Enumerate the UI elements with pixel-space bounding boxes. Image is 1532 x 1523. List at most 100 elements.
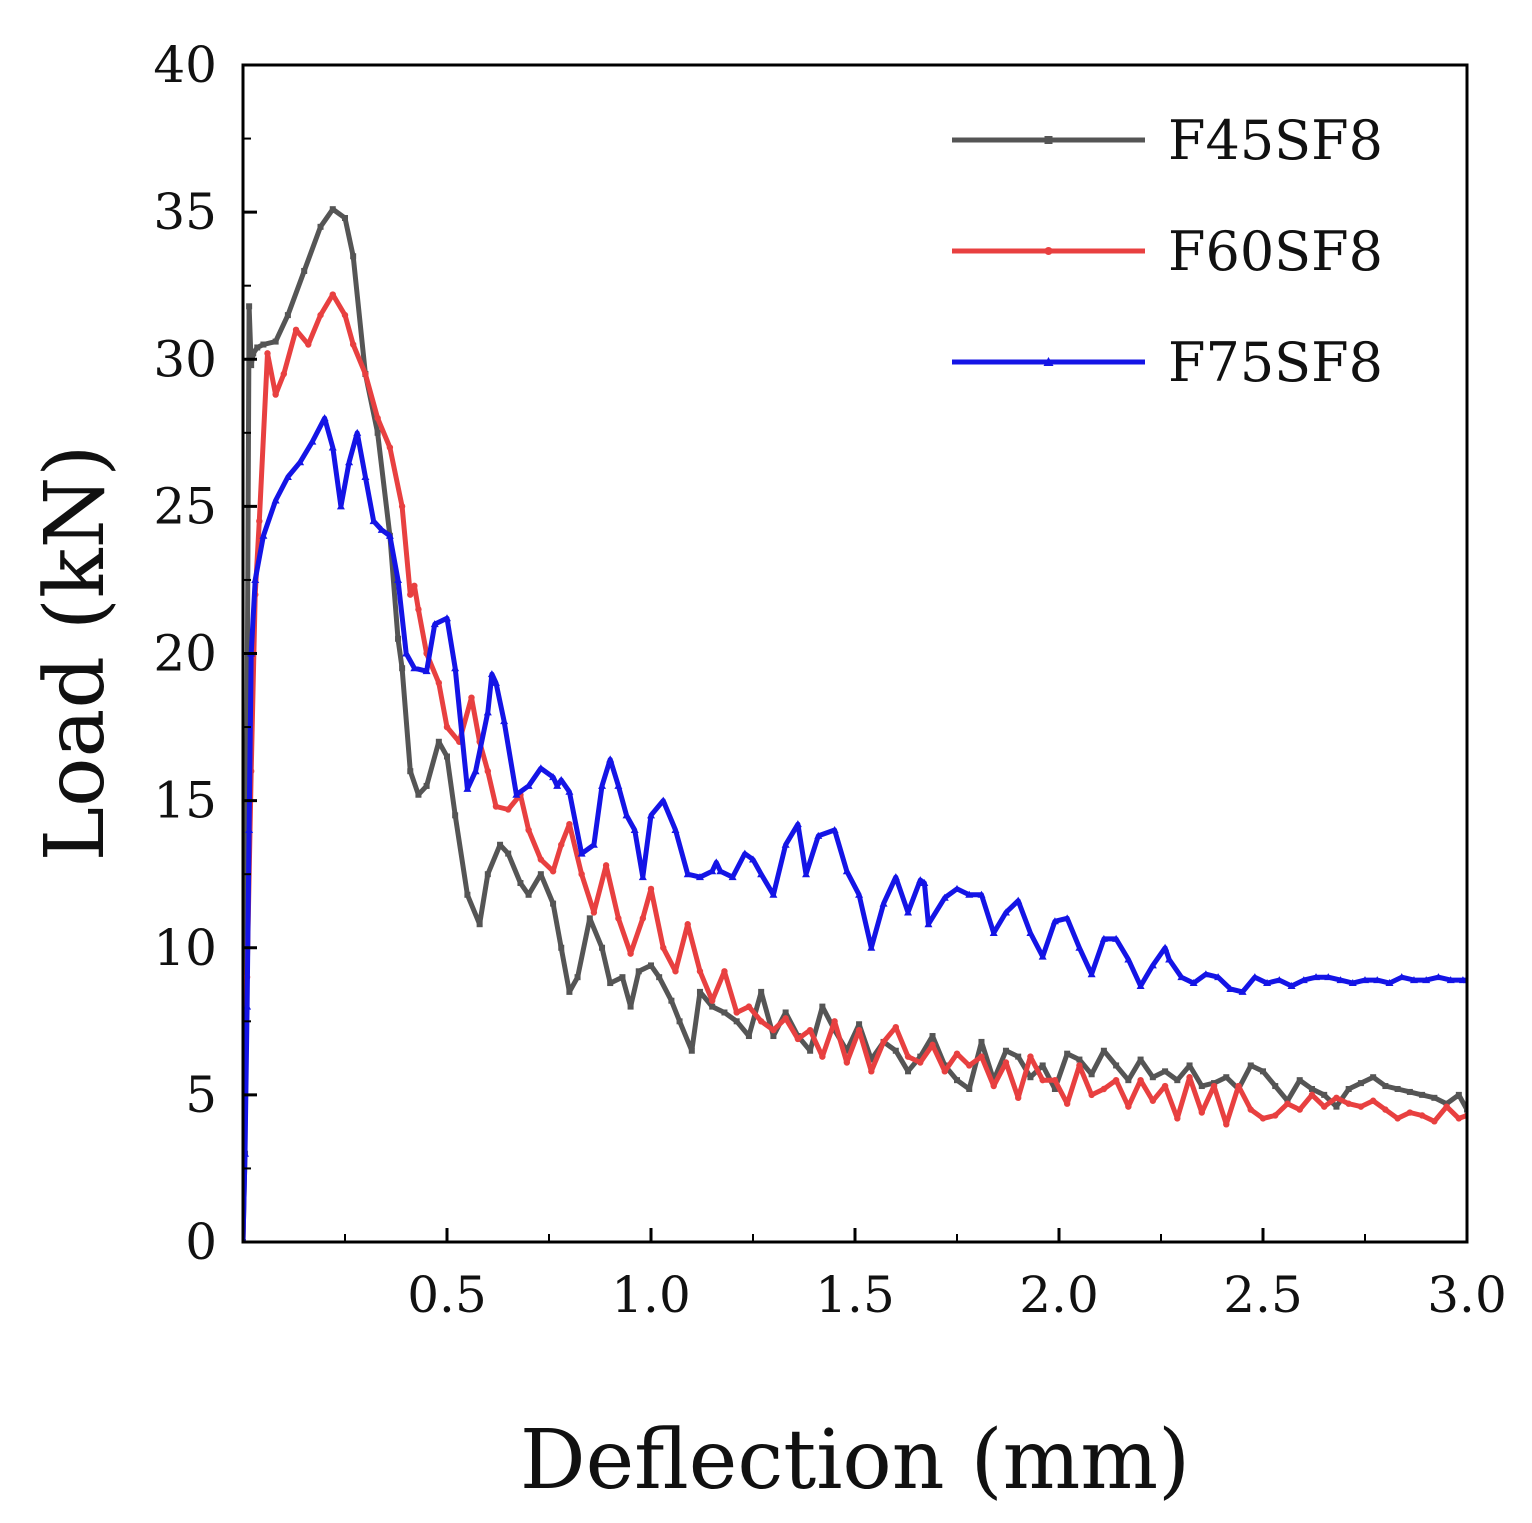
data-point (819, 1053, 826, 1060)
data-point (422, 667, 431, 675)
legend-item-f45sf8: F45SF8 (952, 109, 1383, 172)
data-point (1394, 1115, 1401, 1122)
data-point (627, 1003, 634, 1010)
data-point (1002, 1047, 1009, 1054)
data-point (989, 929, 998, 937)
data-point (1189, 979, 1198, 987)
data-point (1088, 1071, 1095, 1078)
data-point (317, 311, 324, 319)
data-point (1370, 1074, 1377, 1081)
data-point (1099, 934, 1108, 942)
data-point (1050, 917, 1059, 925)
y-tick-label: 0 (185, 1213, 217, 1271)
data-point (525, 826, 532, 834)
data-point (451, 664, 460, 672)
data-point (769, 890, 778, 898)
data-point (733, 1009, 740, 1016)
legend-item-f75sf8: F75SF8 (952, 331, 1383, 394)
data-point (1027, 1074, 1034, 1081)
legend-marker (1043, 357, 1054, 366)
data-point (831, 1018, 838, 1025)
data-point (648, 962, 654, 969)
data-point (1431, 1094, 1438, 1101)
data-point (708, 867, 717, 875)
data-point (1100, 1047, 1107, 1054)
x-tick-label: 1.5 (815, 1266, 895, 1324)
data-point (615, 915, 622, 922)
data-point (566, 988, 573, 995)
data-point (553, 781, 562, 789)
data-point (1198, 1083, 1205, 1090)
data-point (749, 855, 757, 863)
data-point (905, 1068, 912, 1075)
data-point (745, 1033, 752, 1040)
data-point (385, 531, 394, 539)
data-point (782, 1009, 789, 1016)
y-tick-label: 10 (153, 919, 217, 977)
data-point (728, 873, 737, 881)
data-point (558, 841, 565, 848)
data-point (814, 831, 823, 839)
data-point (1284, 1100, 1291, 1107)
data-point (251, 575, 260, 583)
data-point (1177, 973, 1186, 981)
data-point (577, 849, 586, 857)
data-point (536, 764, 545, 772)
data-point (1015, 1094, 1022, 1102)
data-point (1296, 1077, 1303, 1084)
data-point (712, 858, 721, 866)
data-point (1345, 1100, 1352, 1107)
data-point (505, 806, 512, 813)
data-point (1076, 1056, 1083, 1063)
data-point (468, 694, 475, 701)
data-point (1406, 1109, 1414, 1116)
data-point (892, 1023, 899, 1031)
data-point (296, 458, 305, 466)
data-point (1431, 1118, 1438, 1125)
data-point (525, 891, 532, 898)
data-point (524, 781, 533, 789)
data-point (1162, 1068, 1169, 1075)
y-tick-label: 30 (153, 330, 217, 388)
data-point (607, 980, 614, 987)
data-point (248, 362, 255, 369)
data-point (1051, 1085, 1058, 1092)
data-point (407, 768, 414, 775)
data-point (1148, 961, 1157, 969)
data-point (1336, 976, 1345, 984)
data-point (1250, 973, 1259, 981)
data-point (1357, 1103, 1365, 1110)
data-point (1259, 1115, 1267, 1122)
data-point (638, 873, 647, 881)
data-point (284, 312, 291, 319)
data-point (317, 223, 324, 230)
data-point (802, 870, 811, 878)
data-point (709, 1003, 716, 1010)
data-point (855, 890, 864, 898)
data-point (1064, 1050, 1071, 1057)
data-point (444, 753, 450, 760)
data-point (1186, 1074, 1193, 1081)
data-point (917, 1059, 924, 1066)
data-point (589, 840, 598, 848)
data-point (855, 1026, 863, 1034)
data-point (709, 997, 716, 1004)
data-point (758, 988, 765, 995)
data-point (549, 773, 558, 781)
data-point (916, 876, 925, 884)
data-point (757, 1018, 765, 1025)
data-point (1235, 1082, 1242, 1090)
data-point (415, 606, 422, 613)
data-point (402, 649, 411, 657)
data-point (1455, 1091, 1462, 1098)
data-point (336, 502, 345, 510)
data-point (399, 665, 406, 672)
data-point (807, 1047, 814, 1054)
data-point (491, 678, 500, 686)
data-point (550, 900, 557, 907)
x-tick-label: 0.5 (407, 1266, 487, 1324)
data-point (443, 614, 451, 622)
data-point (271, 496, 280, 504)
data-point (243, 1002, 252, 1010)
data-point (806, 1026, 814, 1034)
